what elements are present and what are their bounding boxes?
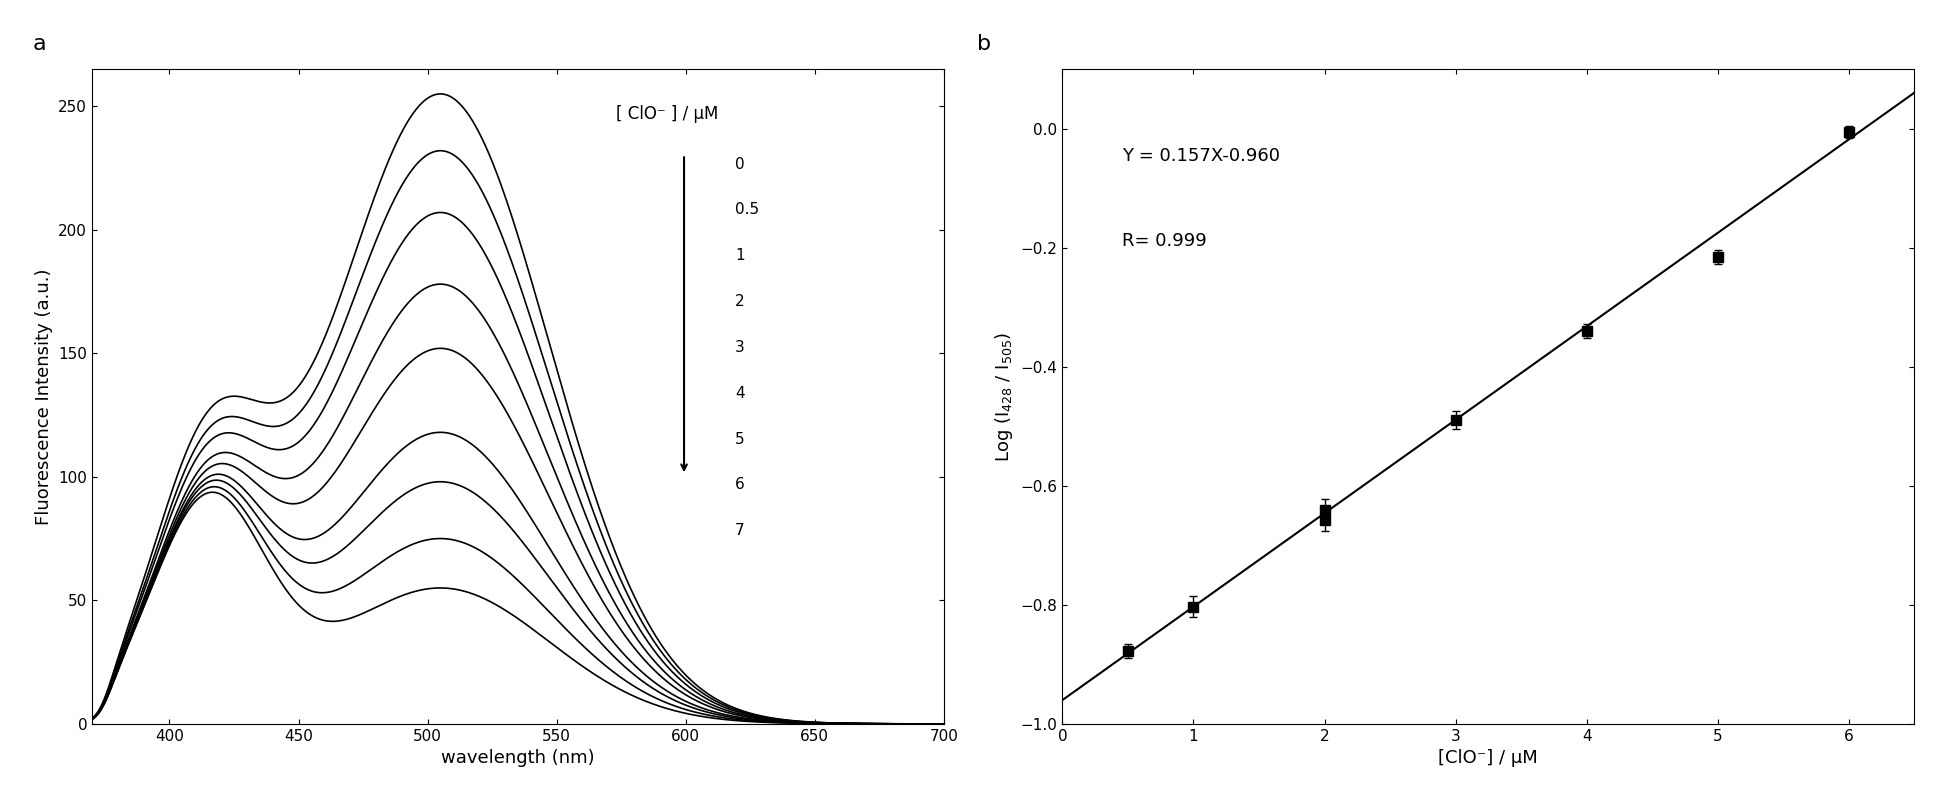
Text: b: b <box>976 34 992 54</box>
Text: R= 0.999: R= 0.999 <box>1122 232 1206 250</box>
Text: 6: 6 <box>734 477 744 492</box>
Y-axis label: Log ($\mathregular{I_{428}}$ / $\mathregular{I_{505}}$): Log ($\mathregular{I_{428}}$ / $\mathreg… <box>993 331 1015 462</box>
X-axis label: [ClO⁻] / μM: [ClO⁻] / μM <box>1438 749 1537 768</box>
Text: 0.5: 0.5 <box>734 202 760 217</box>
Text: 7: 7 <box>734 523 744 538</box>
Text: 0: 0 <box>734 156 744 172</box>
Text: 4: 4 <box>734 386 744 401</box>
Text: Y = 0.157X-0.960: Y = 0.157X-0.960 <box>1122 147 1280 165</box>
Text: 1: 1 <box>734 249 744 263</box>
Y-axis label: Fluorescence Intensity (a.u.): Fluorescence Intensity (a.u.) <box>35 269 53 525</box>
Text: 5: 5 <box>734 431 744 447</box>
Text: 2: 2 <box>734 294 744 309</box>
Text: 3: 3 <box>734 340 744 355</box>
Text: [ ClO⁻ ] / μM: [ ClO⁻ ] / μM <box>616 105 719 124</box>
X-axis label: wavelength (nm): wavelength (nm) <box>440 749 594 768</box>
Text: a: a <box>33 34 47 54</box>
